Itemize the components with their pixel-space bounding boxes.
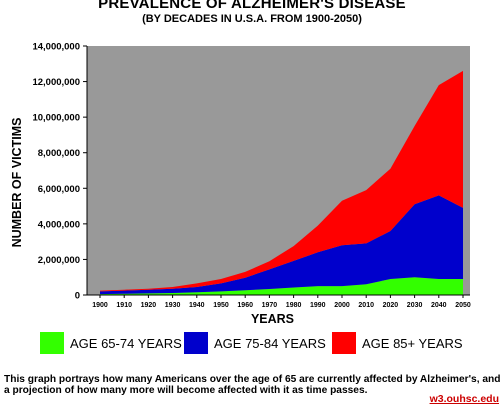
y-tick-label: 14,000,000 — [32, 42, 80, 53]
legend-item-65-74: AGE 65-74 YEARS — [40, 331, 182, 355]
legend-label-85-plus: AGE 85+ YEARS — [362, 335, 463, 351]
x-tick-label: 2050 — [455, 302, 471, 309]
y-axis-label: NUMBER OF VICTIMS — [10, 118, 24, 248]
legend-swatch-75-84 — [184, 332, 208, 354]
area-series-1 — [100, 277, 463, 295]
x-tick-label: 2030 — [407, 302, 423, 309]
legend-swatch-65-74 — [40, 332, 64, 354]
y-tick-label: 0 — [75, 291, 80, 302]
y-tick-label: 10,000,000 — [32, 113, 80, 124]
x-tick-label: 2000 — [334, 302, 350, 309]
legend-label-65-74: AGE 65-74 YEARS — [70, 335, 182, 351]
area-series-3 — [100, 70, 463, 292]
x-tick-label: 1920 — [141, 302, 157, 309]
x-tick-label: 1970 — [262, 302, 278, 309]
x-tick-label: 2010 — [358, 302, 374, 309]
area-series-2 — [100, 195, 463, 295]
x-tick-label: 2020 — [383, 302, 399, 309]
x-tick-label: 1960 — [237, 302, 253, 309]
legend-item-75-84: AGE 75-84 YEARS — [184, 331, 326, 355]
x-tick-label: 1980 — [286, 302, 302, 309]
y-tick-label: 8,000,000 — [38, 148, 80, 159]
x-tick-label: 2040 — [431, 302, 447, 309]
y-tick-label: 2,000,000 — [38, 255, 80, 266]
legend-swatch-85-plus — [332, 332, 356, 354]
chart-subtitle: (BY DECADES IN U.S.A. FROM 1900-2050) — [142, 13, 362, 25]
x-tick-label: 1930 — [165, 302, 181, 309]
area-chart: 0 2,000,000 4,000,000 6,000,000 8,000,000 10,… — [10, 42, 471, 327]
x-tick-label: 1990 — [310, 302, 326, 309]
source-link[interactable]: w3.ouhsc.edu — [429, 393, 499, 405]
legend-label-75-84: AGE 75-84 YEARS — [214, 335, 326, 351]
y-tick-label: 12,000,000 — [32, 77, 80, 88]
chart-title: PREVALENCE OF ALZHEIMER'S DISEASE — [98, 0, 406, 12]
y-tick-label: 4,000,000 — [38, 219, 80, 230]
caption: This graph portrays how many Americans o… — [4, 374, 501, 396]
legend: AGE 65-74 YEARS AGE 75-84 YEARS AGE 85+ … — [40, 331, 470, 355]
x-tick-label: 1940 — [189, 302, 205, 309]
legend-item-85-plus: AGE 85+ YEARS — [332, 331, 463, 355]
y-tick-label: 6,000,000 — [38, 184, 80, 195]
x-tick-label: 1910 — [116, 302, 132, 309]
x-tick-label: 1950 — [213, 302, 229, 309]
x-tick-label: 1900 — [92, 302, 108, 309]
x-axis-label: YEARS — [251, 312, 294, 326]
